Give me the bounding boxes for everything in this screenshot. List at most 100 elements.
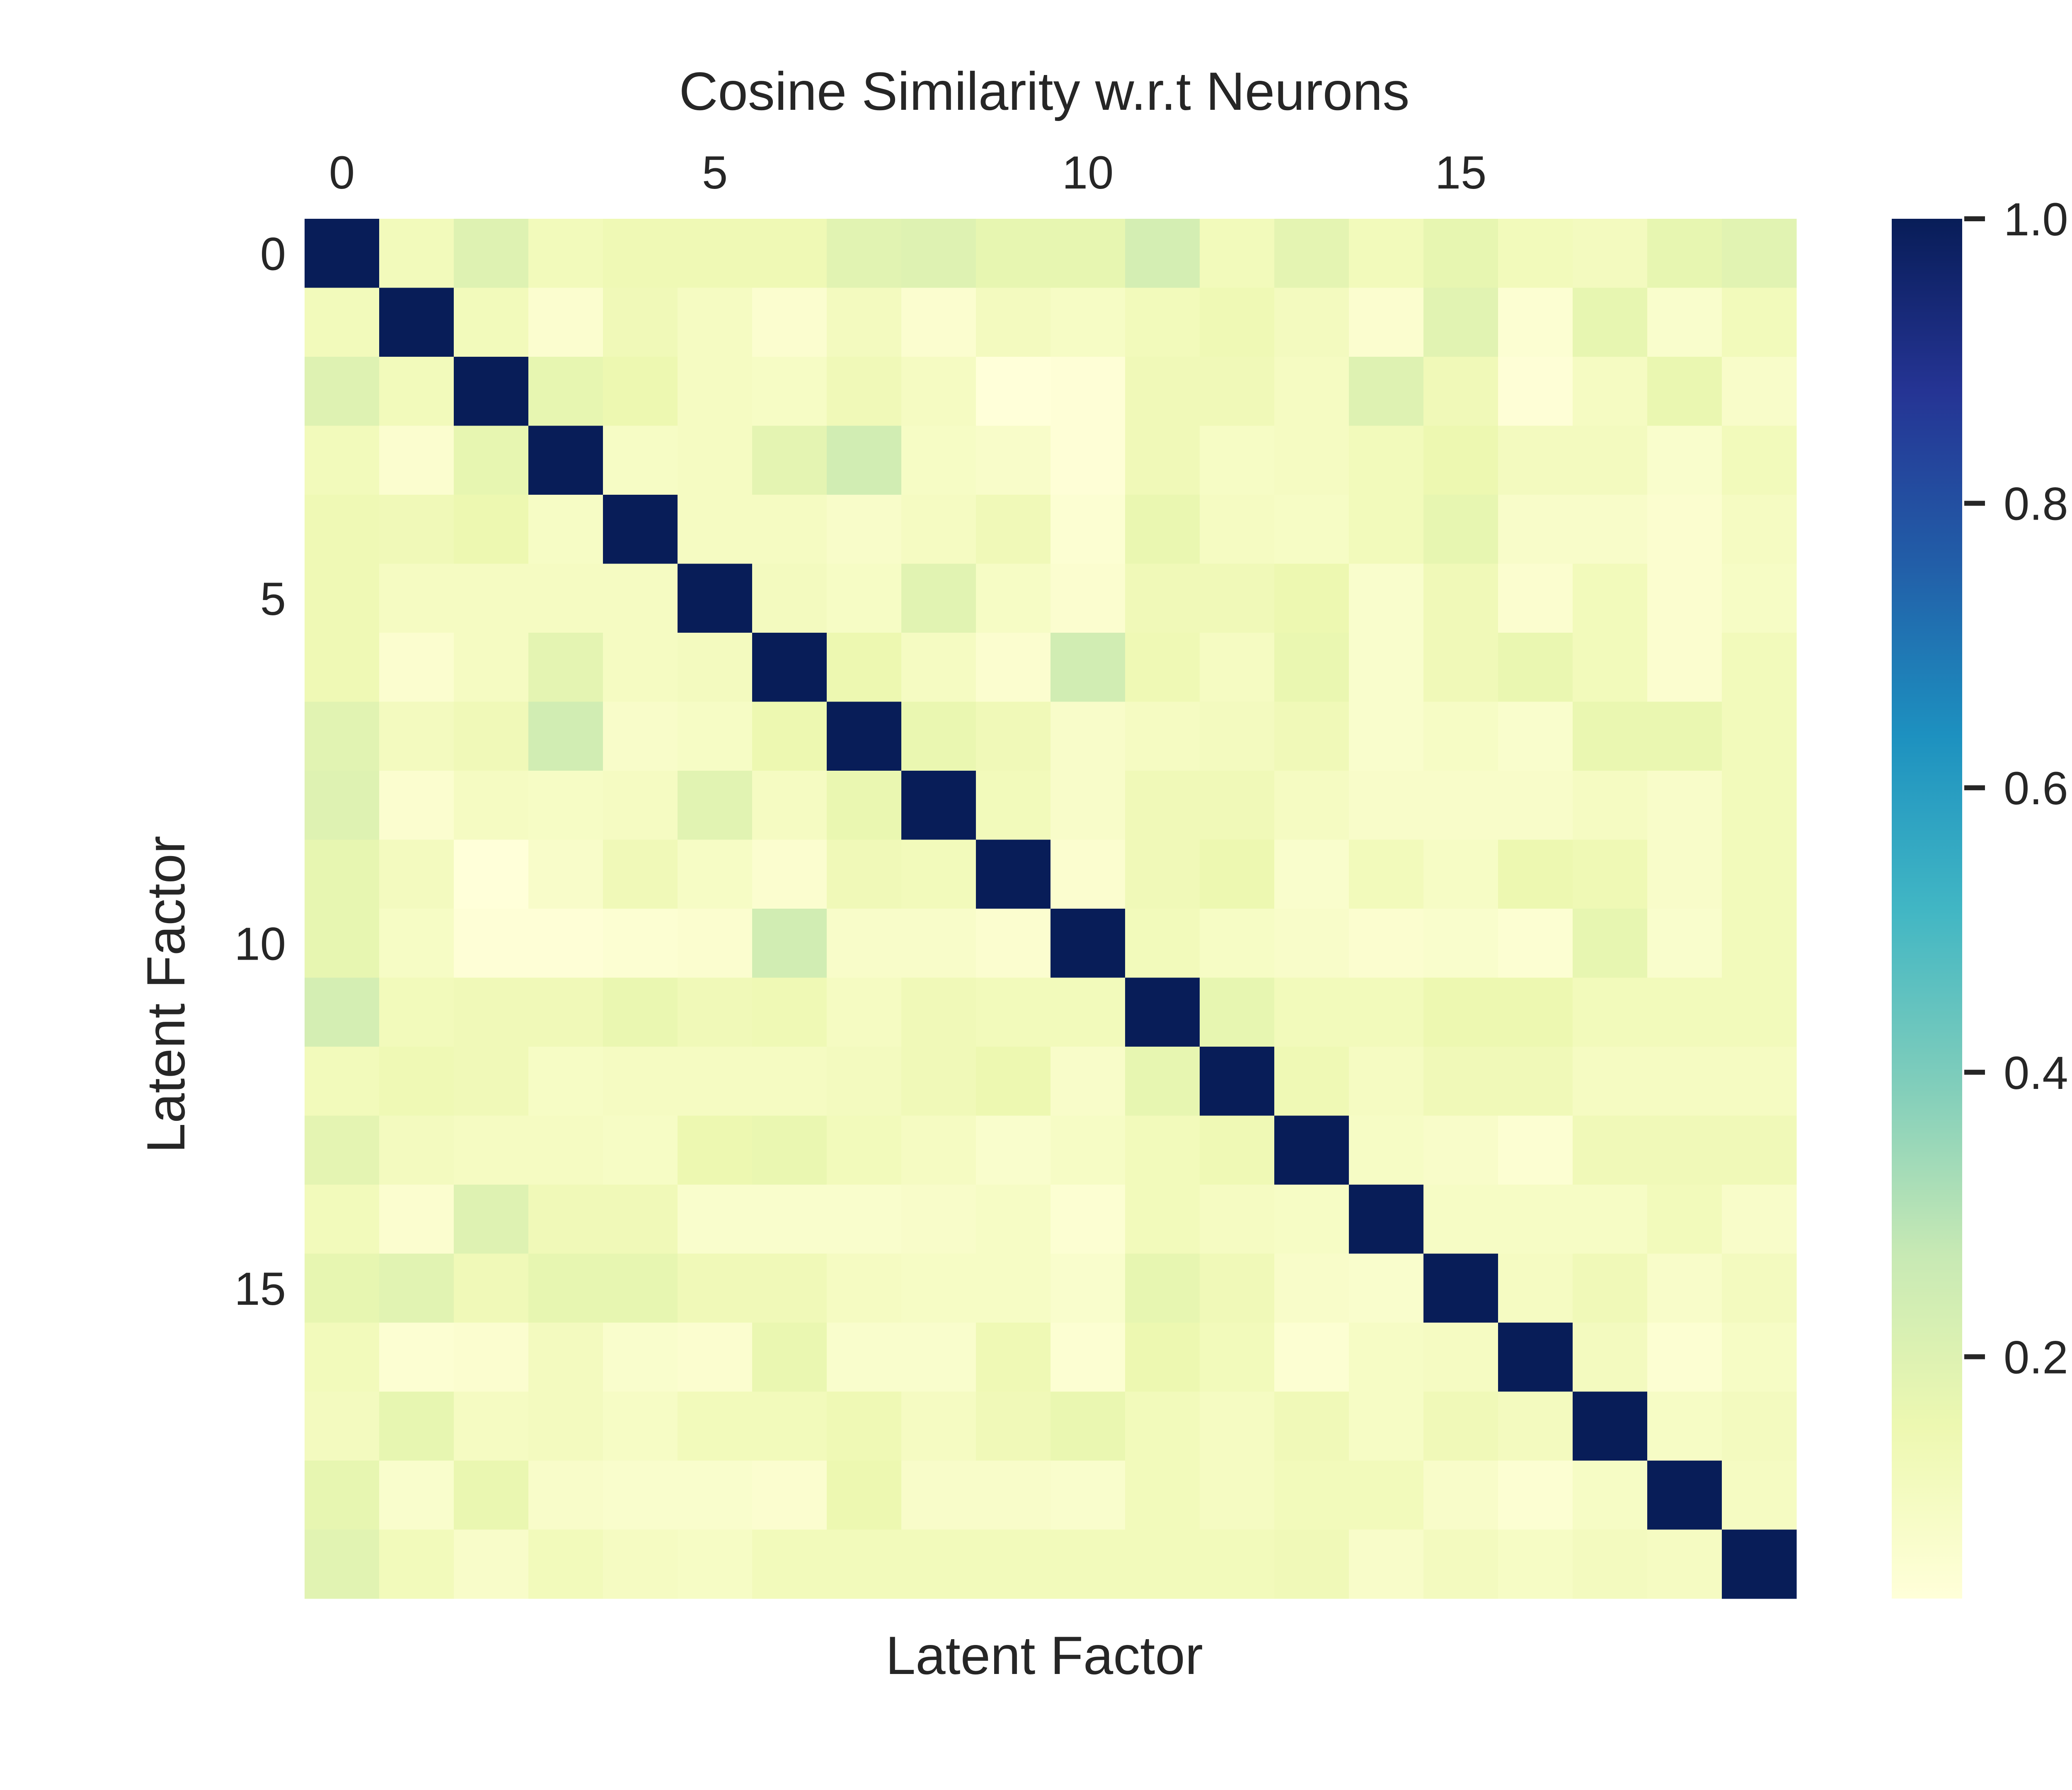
heatmap-cell xyxy=(1274,701,1349,771)
heatmap-cell xyxy=(678,1323,753,1392)
heatmap-cell xyxy=(1722,839,1797,909)
heatmap-cell xyxy=(528,1391,603,1461)
heatmap-cell xyxy=(1349,1047,1424,1116)
heatmap-cell xyxy=(1423,564,1498,633)
heatmap-cell xyxy=(528,1115,603,1185)
heatmap-cell xyxy=(678,1185,753,1254)
heatmap-cell xyxy=(454,1047,529,1116)
heatmap-cell xyxy=(1498,219,1573,288)
heatmap-cell xyxy=(1125,1461,1200,1530)
heatmap-cell xyxy=(1051,701,1126,771)
heatmap-cell xyxy=(1423,701,1498,771)
heatmap-cell xyxy=(1573,1461,1648,1530)
heatmap-cell xyxy=(1647,633,1722,702)
heatmap-cell xyxy=(1274,426,1349,495)
heatmap-cell xyxy=(976,1529,1051,1599)
heatmap-cell xyxy=(305,701,380,771)
heatmap-cell xyxy=(1274,219,1349,288)
heatmap-cell xyxy=(1125,839,1200,909)
heatmap-cell xyxy=(1722,495,1797,564)
heatmap-cell xyxy=(454,564,529,633)
heatmap-cell xyxy=(528,1461,603,1530)
heatmap-cell xyxy=(752,495,827,564)
heatmap-cell xyxy=(678,771,753,840)
heatmap-cell xyxy=(1125,495,1200,564)
heatmap-cell xyxy=(752,1461,827,1530)
heatmap-cell xyxy=(678,564,753,633)
heatmap-cell xyxy=(528,357,603,426)
heatmap-cell xyxy=(603,701,678,771)
heatmap-cell xyxy=(678,1115,753,1185)
heatmap-cell xyxy=(901,701,976,771)
heatmap-cell xyxy=(678,977,753,1047)
heatmap-cell xyxy=(603,771,678,840)
heatmap-cell xyxy=(1051,771,1126,840)
heatmap-cell xyxy=(1200,839,1275,909)
heatmap-cell xyxy=(1722,1391,1797,1461)
heatmap-cell xyxy=(1647,1185,1722,1254)
heatmap-cell xyxy=(901,1115,976,1185)
heatmap-cell xyxy=(1125,1323,1200,1392)
colorbar-tick-label: 0.8 xyxy=(2004,478,2068,530)
heatmap-cell xyxy=(603,1323,678,1392)
colorbar-tick-label: 0.6 xyxy=(2004,762,2068,814)
heatmap-cell xyxy=(528,564,603,633)
heatmap-cell xyxy=(379,495,454,564)
heatmap-cell xyxy=(976,219,1051,288)
heatmap-cell xyxy=(901,633,976,702)
heatmap-cell xyxy=(305,357,380,426)
heatmap-cell xyxy=(678,219,753,288)
heatmap-cell xyxy=(1125,1391,1200,1461)
heatmap-cell xyxy=(1051,1185,1126,1254)
heatmap-cell xyxy=(827,771,902,840)
heatmap-cell xyxy=(379,219,454,288)
heatmap-cell xyxy=(827,1047,902,1116)
heatmap-cell xyxy=(1349,495,1424,564)
heatmap-cell xyxy=(454,1185,529,1254)
heatmap-cell xyxy=(827,1323,902,1392)
x-tick-label: 15 xyxy=(1435,147,1487,198)
heatmap-cell xyxy=(1423,495,1498,564)
heatmap-cell xyxy=(305,1115,380,1185)
heatmap-cell xyxy=(1722,1253,1797,1323)
heatmap-cell xyxy=(901,1461,976,1530)
heatmap-cell xyxy=(1722,564,1797,633)
heatmap-cell xyxy=(1498,1461,1573,1530)
heatmap-cell xyxy=(1647,219,1722,288)
heatmap-cell xyxy=(1722,1115,1797,1185)
heatmap-cell xyxy=(1349,633,1424,702)
heatmap-cell xyxy=(1573,564,1648,633)
heatmap-cell xyxy=(1722,426,1797,495)
heatmap-cell xyxy=(1051,1323,1126,1392)
heatmap-cell xyxy=(528,701,603,771)
heatmap-cell xyxy=(976,1461,1051,1530)
heatmap-cell xyxy=(752,1047,827,1116)
heatmap-cell xyxy=(1647,771,1722,840)
heatmap-cell xyxy=(528,219,603,288)
colorbar-tick-label: 0.2 xyxy=(2004,1331,2068,1383)
heatmap-cell xyxy=(1423,357,1498,426)
heatmap-cell xyxy=(1051,357,1126,426)
heatmap-cell xyxy=(976,771,1051,840)
heatmap-cell xyxy=(752,701,827,771)
heatmap-cell xyxy=(976,701,1051,771)
heatmap-cell xyxy=(1274,1185,1349,1254)
heatmap-cell xyxy=(1722,1323,1797,1392)
heatmap-cell xyxy=(1125,1185,1200,1254)
heatmap-cell xyxy=(1200,1391,1275,1461)
heatmap-cell xyxy=(1200,357,1275,426)
heatmap-cell xyxy=(1722,771,1797,840)
heatmap-cell xyxy=(603,426,678,495)
heatmap-cell xyxy=(752,1529,827,1599)
heatmap-cell xyxy=(379,1461,454,1530)
heatmap-cell xyxy=(1051,1047,1126,1116)
heatmap-cell xyxy=(752,909,827,978)
heatmap-cell xyxy=(1647,1253,1722,1323)
heatmap-cell xyxy=(752,839,827,909)
heatmap-cell xyxy=(603,357,678,426)
heatmap-cell xyxy=(528,1529,603,1599)
heatmap-cell xyxy=(1423,288,1498,357)
heatmap-cell xyxy=(379,633,454,702)
heatmap-cell xyxy=(1498,1047,1573,1116)
heatmap-cell xyxy=(1647,977,1722,1047)
